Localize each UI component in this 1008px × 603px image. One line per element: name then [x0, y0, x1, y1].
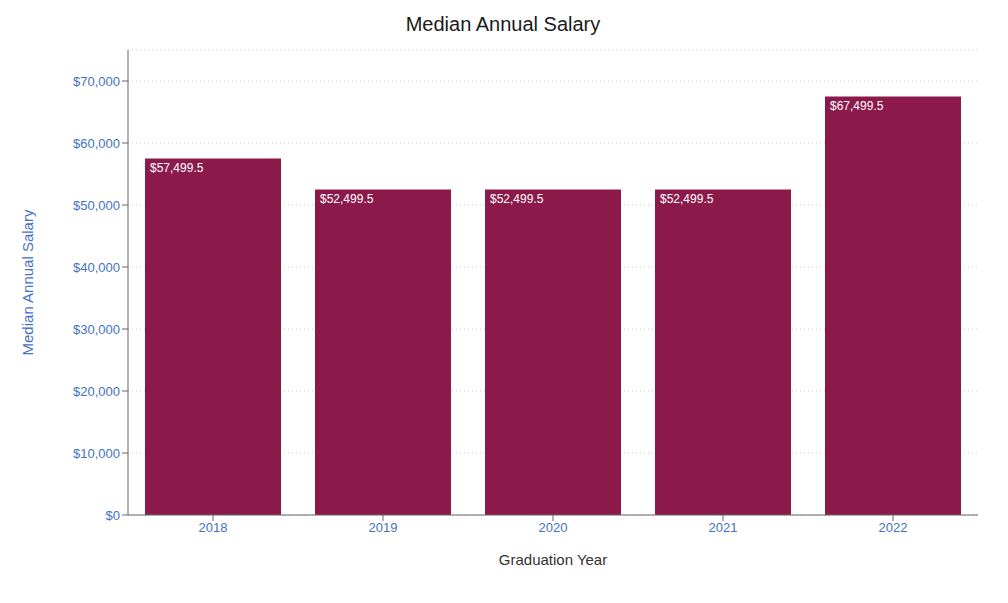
svg-text:$0: $0 [106, 508, 120, 523]
svg-text:2018: 2018 [199, 520, 228, 535]
svg-text:2022: 2022 [879, 520, 908, 535]
svg-text:$50,000: $50,000 [73, 198, 120, 213]
svg-text:$67,499.5: $67,499.5 [830, 99, 884, 113]
svg-text:$70,000: $70,000 [73, 74, 120, 89]
svg-text:$52,499.5: $52,499.5 [490, 192, 544, 206]
svg-text:$52,499.5: $52,499.5 [660, 192, 714, 206]
svg-text:2019: 2019 [369, 520, 398, 535]
svg-text:2020: 2020 [539, 520, 568, 535]
svg-text:$40,000: $40,000 [73, 260, 120, 275]
svg-text:$10,000: $10,000 [73, 446, 120, 461]
svg-text:$57,499.5: $57,499.5 [150, 161, 204, 175]
svg-text:2021: 2021 [709, 520, 738, 535]
svg-text:$60,000: $60,000 [73, 136, 120, 151]
svg-text:Graduation Year: Graduation Year [499, 551, 607, 568]
svg-text:Median Annual Salary: Median Annual Salary [19, 209, 36, 355]
html-text:Median Annual Salary: Median Annual Salary [405, 13, 601, 35]
svg-text:$30,000: $30,000 [73, 322, 120, 337]
svg-text:$20,000: $20,000 [73, 384, 120, 399]
svg-text:$52,499.5: $52,499.5 [320, 192, 374, 206]
